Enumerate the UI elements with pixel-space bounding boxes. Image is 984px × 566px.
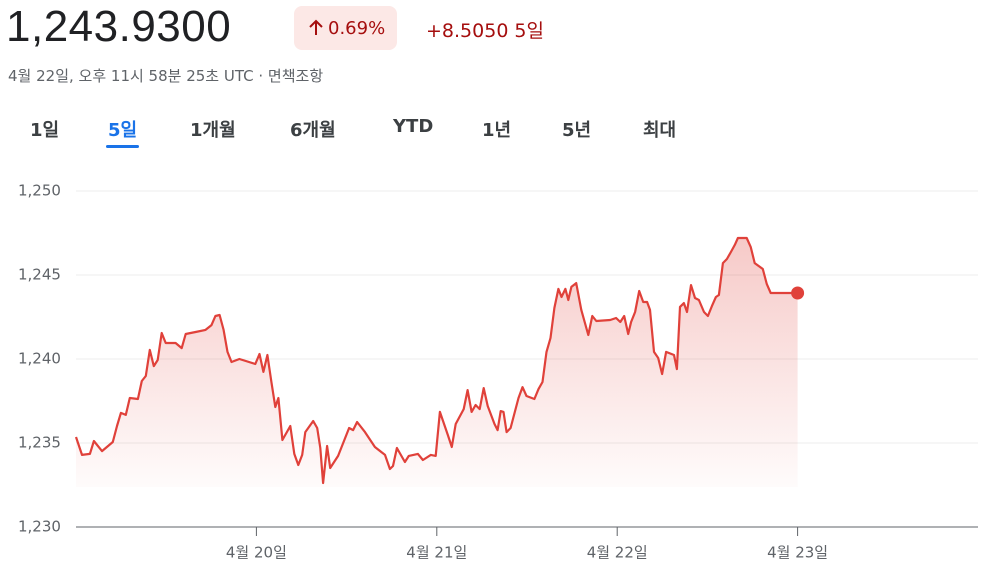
range-tab[interactable]: YTD xyxy=(393,116,434,137)
y-tick-label: 1,245 xyxy=(18,266,61,284)
x-tick-label: 4월 21일 xyxy=(406,544,467,562)
x-tick-label: 4월 23일 xyxy=(767,544,828,562)
x-tick-label: 4월 20일 xyxy=(226,544,287,562)
x-tick-label: 4월 22일 xyxy=(587,544,648,562)
disclaimer[interactable]: 면책조항 xyxy=(267,67,324,85)
y-tick-label: 1,230 xyxy=(18,518,61,536)
timestamp-line: 4월 22일, 오후 11시 58분 25초 UTC · 면책조항 xyxy=(8,67,324,85)
range-tab[interactable]: 1일 xyxy=(30,120,60,141)
y-tick-label: 1,240 xyxy=(18,350,61,368)
range-tab[interactable]: 5년 xyxy=(562,120,592,141)
timestamp: 4월 22일, 오후 11시 58분 25초 UTC xyxy=(8,67,254,85)
price-line xyxy=(74,236,798,485)
change-percent: 0.69% xyxy=(328,17,386,39)
y-tick-label: 1,250 xyxy=(18,182,61,200)
y-tick-label: 1,235 xyxy=(18,434,61,452)
range-tab[interactable]: 6개월 xyxy=(290,120,336,141)
range-tab[interactable]: 최대 xyxy=(643,120,677,141)
price: 1,243.9300 xyxy=(6,2,232,51)
range-tab[interactable]: 1개월 xyxy=(190,120,236,141)
last-point xyxy=(791,286,805,300)
change: +8.5050 5일 xyxy=(426,16,550,43)
range-tab[interactable]: 1년 xyxy=(482,120,512,141)
change-value: +8.5050 xyxy=(426,20,509,42)
area xyxy=(76,238,798,487)
change-badge: 0.69% xyxy=(294,6,398,50)
change-period: 5일 xyxy=(514,20,544,42)
up-arrow-icon xyxy=(309,19,323,35)
range-tab[interactable]: 5일 xyxy=(105,116,140,148)
